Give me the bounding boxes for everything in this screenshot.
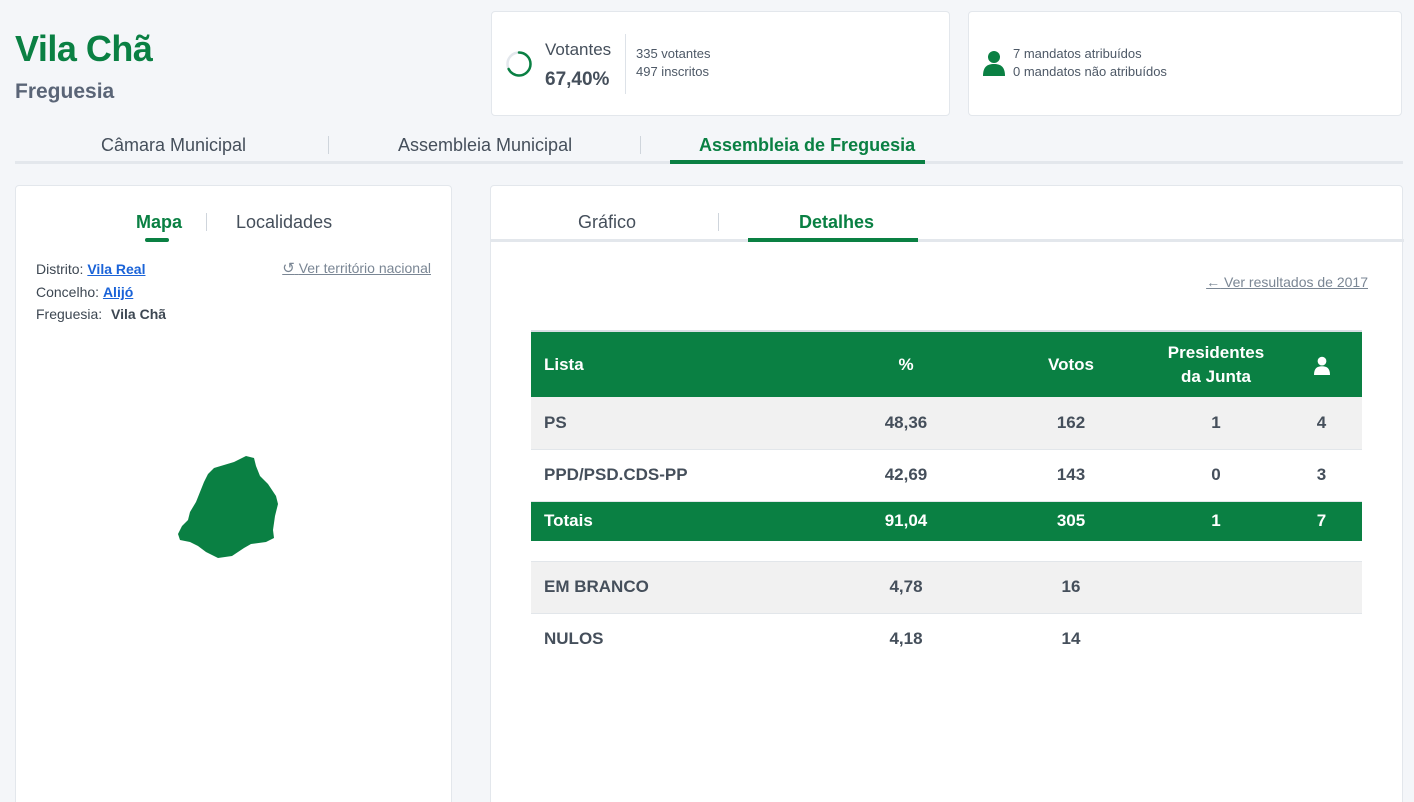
cell-presidentes (1151, 613, 1281, 665)
main-tabs: Câmara Municipal Assembleia Municipal As… (15, 126, 1403, 164)
voters-separator (625, 34, 626, 94)
voters-label: Votantes (545, 40, 612, 59)
table-row: PPD/PSD.CDS-PP 42,69 143 0 3 (531, 449, 1362, 502)
freguesia-value: Vila Chã (111, 306, 167, 322)
results-panel: Gráfico Detalhes ← Ver resultados de 201… (490, 185, 1404, 802)
active-tab-indicator (145, 238, 169, 242)
voters-card: Votantes 67,40% 335 votantes 497 inscrit… (491, 11, 950, 116)
cell-votos: 143 (991, 449, 1151, 502)
tab-camara-municipal[interactable]: Câmara Municipal (101, 135, 247, 155)
cell-pct: 48,36 (821, 397, 991, 450)
location-concelho: Concelho: Alijó (36, 284, 133, 300)
freguesia-map-shape[interactable] (176, 456, 281, 561)
tab-separator (206, 213, 207, 231)
results-table: Lista % Votos Presidentes da Junta PS 48 (531, 330, 1362, 665)
voters-count: 335 votantes (636, 46, 711, 61)
table-spacer (531, 541, 1362, 562)
concelho-label: Concelho: (36, 284, 100, 300)
cell-votos: 16 (991, 561, 1151, 614)
previous-results-label: Ver resultados de 2017 (1224, 274, 1368, 290)
tab-assembleia-freguesia[interactable]: Assembleia de Freguesia (699, 135, 916, 155)
page-title: Vila Chã (15, 28, 153, 69)
tab-localidades[interactable]: Localidades (236, 212, 333, 232)
location-distrito: Distrito: Vila Real (36, 261, 145, 277)
col-presidentes-line2: da Junta (1181, 366, 1251, 386)
cell-votos: 14 (1061, 629, 1081, 649)
table-row: EM BRANCO 4,78 16 (531, 561, 1362, 614)
active-tab-indicator (748, 238, 918, 242)
concelho-link[interactable]: Alijó (102, 284, 134, 300)
cell-lista: NULOS (544, 629, 604, 649)
voters-percentage: 67,40% (545, 69, 610, 90)
col-votos[interactable]: Votos (991, 330, 1151, 397)
results-tabs: Gráfico Detalhes (491, 186, 1404, 242)
cell-votos: 162 (991, 397, 1151, 450)
user-icon (1313, 356, 1330, 375)
freguesia-label: Freguesia: (36, 306, 103, 322)
col-pct[interactable]: % (821, 330, 991, 397)
cell-pct: 4,18 (889, 629, 923, 649)
col-presidentes-line1: Presidentes (1167, 342, 1265, 362)
cell-lista: PS (531, 397, 821, 450)
tab-separator (640, 136, 641, 154)
totals-row: Totais 91,04 305 1 7 (531, 501, 1362, 541)
participation-ring-icon (506, 51, 532, 77)
cell-mandatos: 7 (1281, 501, 1362, 541)
tab-detalhes[interactable]: Detalhes (799, 212, 875, 232)
cell-lista: EM BRANCO (531, 561, 821, 614)
previous-results-link[interactable]: ← Ver resultados de 2017 (1206, 274, 1368, 290)
active-tab-indicator (670, 160, 925, 164)
user-icon (983, 51, 1005, 76)
tab-separator (718, 213, 719, 231)
cell-mandatos (1281, 613, 1362, 665)
cell-presidentes: 0 (1151, 449, 1281, 502)
cell-mandatos: 3 (1281, 449, 1362, 502)
undo-icon: ↺ (282, 260, 295, 277)
cell-presidentes: 1 (1151, 397, 1281, 450)
cell-mandatos (1281, 561, 1362, 614)
mandates-assigned: 7 mandatos atribuídos (1013, 46, 1142, 61)
tab-separator (328, 136, 329, 154)
cell-votos: 305 (991, 501, 1151, 541)
cell-pct: 91,04 (821, 501, 991, 541)
national-territory-label: Ver território nacional (298, 260, 431, 276)
table-header-row: Lista % Votos Presidentes da Junta (531, 330, 1362, 397)
map-panel: Mapa Localidades ↺ Ver território nacion… (15, 185, 452, 802)
mandates-card: 7 mandatos atribuídos 0 mandatos não atr… (968, 11, 1402, 116)
tab-mapa[interactable]: Mapa (136, 212, 183, 232)
table-row: PS 48,36 162 1 4 (531, 397, 1362, 450)
registered-count: 497 inscritos (636, 64, 709, 79)
cell-presidentes: 1 (1151, 501, 1281, 541)
page-subtitle: Freguesia (15, 80, 115, 103)
col-presidentes[interactable]: Presidentes da Junta (1151, 330, 1281, 397)
location-freguesia: Freguesia: Vila Chã (36, 306, 166, 322)
cell-presidentes (1151, 561, 1281, 614)
table-row: NULOS 4,18 14 (531, 613, 1362, 665)
national-territory-link[interactable]: ↺ Ver território nacional (282, 259, 431, 277)
cell-pct: 42,69 (821, 449, 991, 502)
cell-pct: 4,78 (821, 561, 991, 614)
cell-mandatos: 4 (1281, 397, 1362, 450)
tab-assembleia-municipal[interactable]: Assembleia Municipal (398, 135, 573, 155)
cell-lista: PPD/PSD.CDS-PP (531, 449, 821, 502)
mandates-unassigned: 0 mandatos não atribuídos (1013, 64, 1167, 79)
col-mandatos[interactable] (1281, 330, 1362, 397)
distrito-label: Distrito: (36, 261, 84, 277)
arrow-left-icon: ← (1206, 274, 1221, 290)
col-lista[interactable]: Lista (531, 330, 821, 397)
spacer-cell (531, 541, 1362, 562)
distrito-link[interactable]: Vila Real (87, 261, 146, 277)
tab-grafico[interactable]: Gráfico (578, 212, 637, 232)
cell-lista: Totais (531, 501, 821, 541)
